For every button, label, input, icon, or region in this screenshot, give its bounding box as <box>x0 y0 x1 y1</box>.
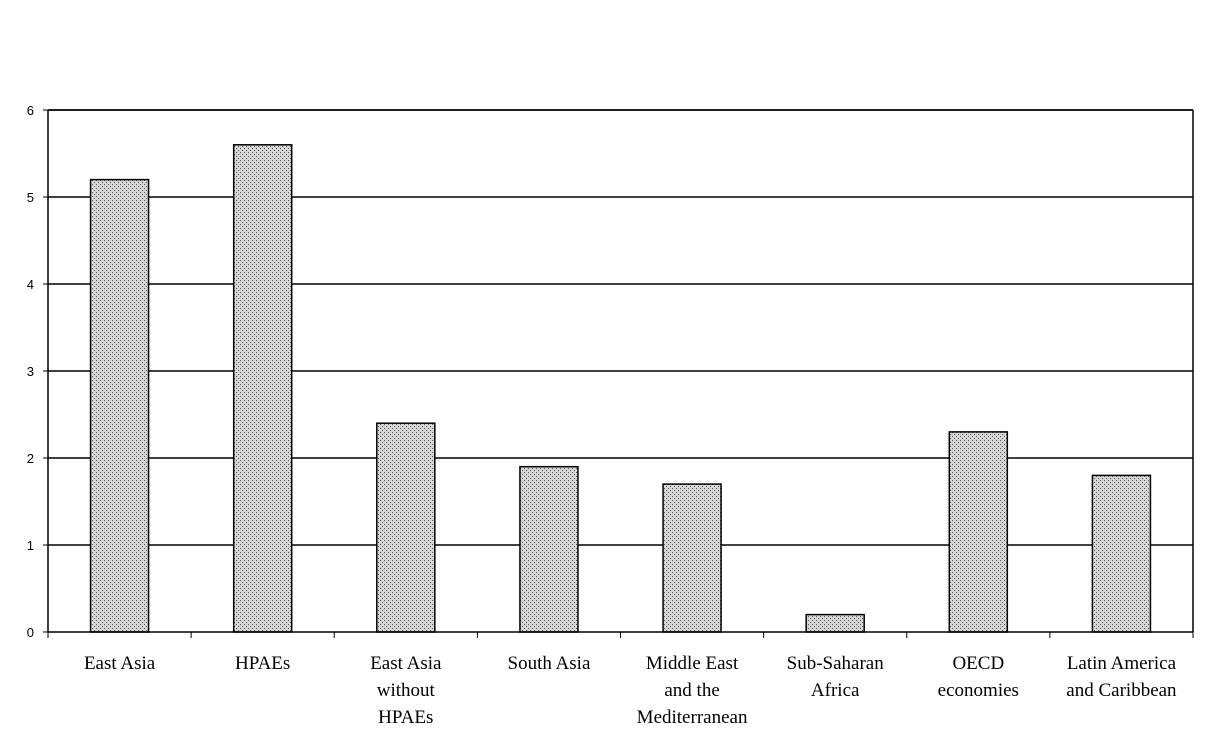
x-category-label-line: Sub-Saharan <box>787 653 885 674</box>
x-category-label: South Asia <box>508 653 591 674</box>
bar <box>948 431 1009 633</box>
x-category-label: HPAEs <box>235 653 290 674</box>
x-category-label: Middle East and the Mediterranean <box>637 653 748 728</box>
bar <box>376 422 436 633</box>
axes <box>43 109 1194 638</box>
y-tick-label: 0 <box>27 625 34 640</box>
x-category-label: East Asia <box>84 653 156 674</box>
x-category-label-line: South Asia <box>508 653 591 674</box>
bar <box>89 178 150 633</box>
x-category-label-line: HPAEs <box>235 653 290 674</box>
x-category-label-line: and the <box>664 680 719 701</box>
y-tick-label: 4 <box>27 277 34 292</box>
bar <box>805 613 865 633</box>
y-tick-labels: 0 1 2 3 4 5 6 <box>27 103 34 640</box>
gridlines <box>48 109 1193 546</box>
x-category-label-line: without <box>377 680 436 701</box>
x-category-labels: East Asia HPAEs East Asia without HPAEs South… <box>84 653 1177 728</box>
x-category-label: Sub-Saharan Africa <box>787 653 885 701</box>
x-category-label-line: economies <box>938 680 1019 701</box>
x-category-label: East Asia without HPAEs <box>370 653 442 728</box>
y-tick-label: 1 <box>27 538 34 553</box>
x-category-label-line: Latin America <box>1067 653 1177 674</box>
x-category-label-line: Middle East <box>646 653 739 674</box>
x-category-label-line: and Caribbean <box>1066 680 1177 701</box>
bars <box>89 144 1152 633</box>
x-category-label-line: OECD <box>952 653 1004 674</box>
bar <box>662 483 722 633</box>
bar <box>1091 474 1152 633</box>
y-tick-label: 3 <box>27 364 34 379</box>
x-category-label-line: Africa <box>811 680 860 701</box>
y-tick-label: 6 <box>27 103 34 118</box>
x-category-label: Latin America and Caribbean <box>1066 653 1177 701</box>
y-tick-label: 2 <box>27 451 34 466</box>
x-category-label: OECD economies <box>938 653 1019 701</box>
y-tick-label: 5 <box>27 190 34 205</box>
bar <box>232 144 293 633</box>
x-category-label-line: East Asia <box>370 653 442 674</box>
x-category-label-line: Mediterranean <box>637 707 748 728</box>
x-category-label-line: East Asia <box>84 653 156 674</box>
bar <box>519 465 579 633</box>
x-category-label-line: HPAEs <box>378 707 433 728</box>
